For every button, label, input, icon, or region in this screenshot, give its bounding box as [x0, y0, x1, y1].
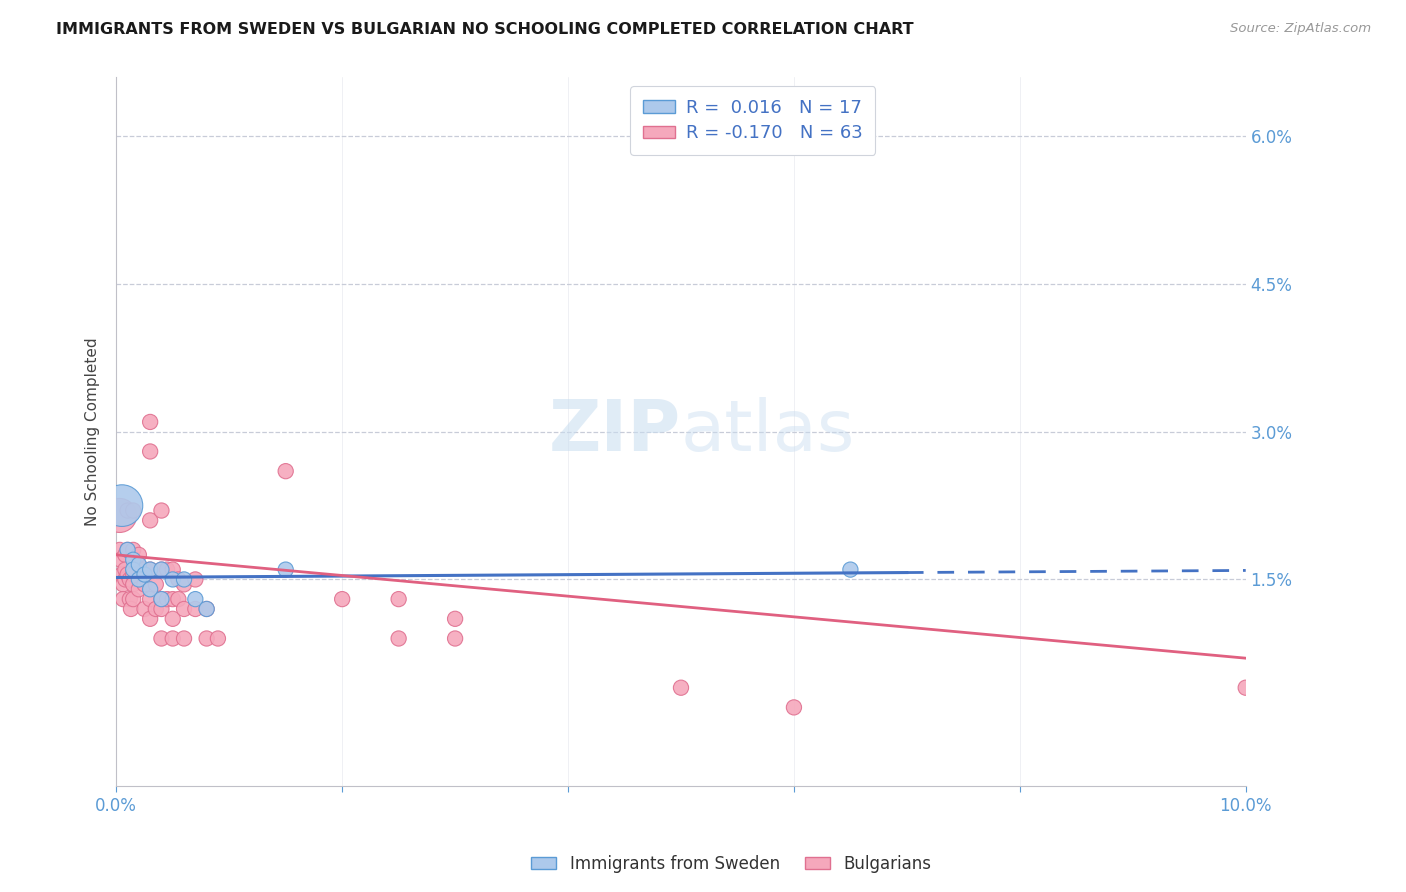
Text: ZIP: ZIP: [548, 397, 681, 467]
Point: [156, 563, 179, 577]
Point: [150, 592, 173, 607]
Point: [117, 542, 139, 557]
Point: [128, 573, 150, 587]
Point: [150, 563, 173, 577]
Point: [134, 563, 156, 577]
Point: [117, 503, 139, 517]
Point: [274, 563, 297, 577]
Point: [112, 592, 135, 607]
Point: [122, 577, 145, 591]
Point: [120, 602, 142, 616]
Point: [117, 542, 139, 557]
Point: [173, 573, 195, 587]
Point: [173, 632, 195, 646]
Point: [150, 503, 173, 517]
Point: [108, 542, 131, 557]
Point: [167, 573, 190, 587]
Point: [150, 563, 173, 577]
Point: [122, 567, 145, 582]
Point: [156, 592, 179, 607]
Point: [134, 602, 156, 616]
Point: [388, 632, 411, 646]
Point: [114, 573, 136, 587]
Point: [444, 612, 467, 626]
Point: [184, 592, 207, 607]
Point: [207, 632, 229, 646]
Point: [162, 632, 184, 646]
Point: [112, 577, 135, 591]
Point: [122, 563, 145, 577]
Point: [783, 700, 806, 714]
Point: [111, 499, 134, 513]
Point: [184, 573, 207, 587]
Point: [122, 592, 145, 607]
Y-axis label: No Schooling Completed: No Schooling Completed: [86, 337, 100, 526]
Point: [139, 592, 162, 607]
Point: [195, 602, 218, 616]
Point: [134, 567, 156, 582]
Point: [388, 592, 411, 607]
Point: [111, 567, 134, 582]
Point: [195, 632, 218, 646]
Point: [139, 582, 162, 597]
Point: [173, 577, 195, 591]
Point: [128, 582, 150, 597]
Point: [139, 563, 162, 577]
Text: Source: ZipAtlas.com: Source: ZipAtlas.com: [1230, 22, 1371, 36]
Point: [122, 553, 145, 567]
Point: [139, 563, 162, 577]
Point: [669, 681, 692, 695]
Point: [139, 415, 162, 429]
Point: [150, 632, 173, 646]
Point: [118, 573, 141, 587]
Point: [128, 548, 150, 562]
Point: [145, 602, 167, 616]
Point: [150, 592, 173, 607]
Point: [139, 513, 162, 527]
Point: [839, 563, 862, 577]
Point: [114, 563, 136, 577]
Point: [134, 577, 156, 591]
Point: [162, 563, 184, 577]
Point: [184, 602, 207, 616]
Point: [122, 542, 145, 557]
Point: [150, 602, 173, 616]
Point: [162, 573, 184, 587]
Point: [139, 612, 162, 626]
Point: [1234, 681, 1257, 695]
Point: [173, 602, 195, 616]
Point: [330, 592, 353, 607]
Point: [444, 632, 467, 646]
Point: [122, 503, 145, 517]
Point: [117, 567, 139, 582]
Legend: Immigrants from Sweden, Bulgarians: Immigrants from Sweden, Bulgarians: [524, 848, 938, 880]
Point: [195, 602, 218, 616]
Text: atlas: atlas: [681, 397, 855, 467]
Point: [167, 592, 190, 607]
Point: [108, 508, 131, 523]
Point: [145, 577, 167, 591]
Point: [162, 592, 184, 607]
Point: [114, 548, 136, 562]
Text: IMMIGRANTS FROM SWEDEN VS BULGARIAN NO SCHOOLING COMPLETED CORRELATION CHART: IMMIGRANTS FROM SWEDEN VS BULGARIAN NO S…: [56, 22, 914, 37]
Legend: R =  0.016   N = 17, R = -0.170   N = 63: R = 0.016 N = 17, R = -0.170 N = 63: [630, 87, 876, 155]
Point: [118, 592, 141, 607]
Point: [110, 553, 132, 567]
Point: [274, 464, 297, 478]
Point: [162, 612, 184, 626]
Point: [128, 558, 150, 572]
Point: [139, 444, 162, 458]
